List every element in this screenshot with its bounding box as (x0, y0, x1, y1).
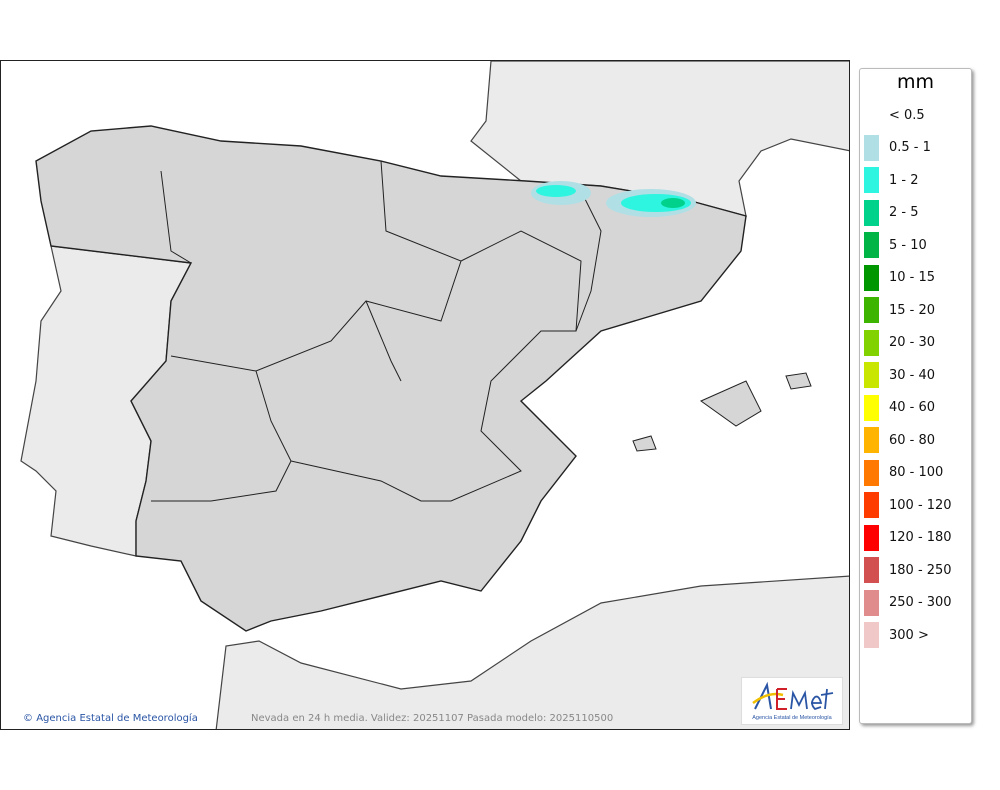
aemet-logo: Agencia Estatal de Meteorología (741, 677, 843, 725)
region-borders (151, 160, 602, 502)
snowfall-map: © Agencia Estatal de Meteorología Nevada… (0, 60, 850, 730)
legend-item: 250 - 300 (860, 587, 971, 620)
legend-label: 60 - 80 (889, 432, 936, 448)
spain (35, 125, 747, 632)
legend-swatch (864, 459, 879, 486)
legend-label: 120 - 180 (889, 530, 952, 546)
legend-item: 180 - 250 (860, 554, 971, 587)
legend-label: 5 - 10 (889, 237, 927, 253)
legend-label: 20 - 30 (889, 335, 936, 351)
legend-item: 0.5 - 1 (860, 132, 971, 165)
copyright-label: Agencia Estatal de Meteorología (36, 713, 198, 724)
legend-swatch (864, 329, 879, 356)
legend-unit: mm (896, 71, 935, 93)
legend-item: 30 - 40 (860, 359, 971, 392)
legend-swatch (864, 589, 879, 616)
legend-item: 80 - 100 (860, 457, 971, 490)
snowfall-areas (531, 181, 696, 217)
legend-swatch (864, 297, 879, 324)
legend-label: 1 - 2 (889, 172, 919, 188)
legend-swatch (864, 524, 879, 551)
legend-swatch (864, 557, 879, 584)
legend-label: 40 - 60 (889, 400, 936, 416)
legend-item: 100 - 120 (860, 489, 971, 522)
legend-swatch (864, 102, 879, 128)
map-canvas (20, 61, 849, 729)
legend-label: 10 - 15 (889, 270, 936, 286)
legend-label: 250 - 300 (889, 595, 952, 611)
copyright-text: © Agencia Estatal de Meteorología (23, 713, 198, 724)
legend-label: 180 - 250 (889, 562, 952, 578)
legend-label: 100 - 120 (889, 497, 952, 513)
legend-swatch (864, 232, 879, 259)
legend-item: 2 - 5 (860, 197, 971, 230)
aemet-logo-mark (752, 681, 834, 711)
legend-item: 120 - 180 (860, 522, 971, 555)
legend-label: 2 - 5 (889, 205, 919, 221)
legend-swatch (864, 362, 879, 389)
legend-swatch (864, 167, 879, 194)
legend-label: 300 > (889, 627, 929, 643)
legend-swatch (864, 427, 879, 454)
balearic-islands (632, 372, 812, 452)
legend-label: 15 - 20 (889, 302, 936, 318)
legend-swatch (864, 264, 879, 291)
legend-swatch (864, 622, 879, 649)
legend-item: 300 > (860, 619, 971, 652)
legend: mm < 0.5 0.5 - 1 1 - 2 2 - 5 5 - 10 10 - 15 15… (859, 68, 972, 724)
legend-label: 80 - 100 (889, 465, 944, 481)
legend-label: < 0.5 (889, 107, 925, 123)
legend-item: 60 - 80 (860, 424, 971, 457)
legend-swatch (864, 134, 879, 161)
legend-item: 1 - 2 (860, 164, 971, 197)
legend-item: < 0.5 (860, 99, 971, 132)
map-caption: Nevada en 24 h media. Validez: 20251107 … (251, 713, 614, 724)
legend-item: 10 - 15 (860, 262, 971, 295)
legend-item: 15 - 20 (860, 294, 971, 327)
logo-subtitle: Agencia Estatal de Meteorología (752, 715, 832, 721)
legend-swatch (864, 199, 879, 226)
legend-label: 30 - 40 (889, 367, 936, 383)
africa (215, 575, 849, 729)
legend-item: 40 - 60 (860, 392, 971, 425)
legend-swatch (864, 492, 879, 519)
legend-label: 0.5 - 1 (889, 140, 931, 156)
legend-item: 5 - 10 (860, 229, 971, 262)
legend-item: 20 - 30 (860, 327, 971, 360)
legend-swatch (864, 394, 879, 421)
